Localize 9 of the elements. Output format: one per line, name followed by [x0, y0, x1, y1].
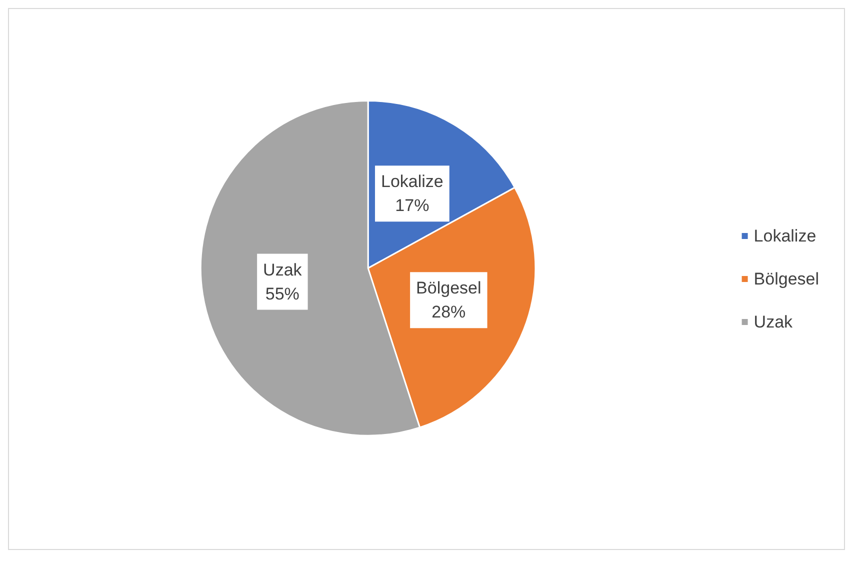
data-label: 28% [432, 302, 466, 322]
slice-label: Bölgesel [416, 278, 482, 298]
slice-label: Uzak [263, 260, 302, 280]
legend-label: Uzak [754, 312, 794, 332]
legend-label: Bölgesel [754, 270, 820, 288]
legend-label: Lokalize [754, 226, 816, 246]
data-label: 55% [265, 284, 300, 304]
slice-label: Lokalize [380, 172, 444, 192]
data-label: 17% [395, 196, 430, 216]
